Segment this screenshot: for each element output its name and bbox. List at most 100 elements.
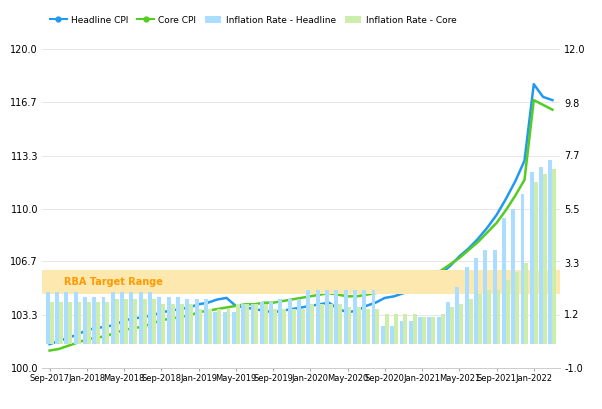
Bar bbox=[422, 317, 426, 344]
Bar bbox=[260, 302, 264, 344]
Bar bbox=[161, 304, 165, 344]
Bar bbox=[427, 317, 432, 344]
Bar bbox=[329, 304, 333, 344]
Bar bbox=[120, 292, 124, 344]
Bar bbox=[521, 194, 524, 344]
Bar bbox=[194, 299, 199, 344]
Bar bbox=[111, 292, 115, 344]
Bar bbox=[543, 174, 547, 344]
Bar bbox=[446, 302, 450, 344]
Bar bbox=[455, 287, 459, 344]
Bar bbox=[180, 304, 184, 344]
Bar bbox=[483, 250, 487, 344]
Bar bbox=[189, 304, 193, 344]
Bar bbox=[301, 309, 305, 344]
Bar bbox=[264, 304, 268, 344]
Text: RBA Target Range: RBA Target Range bbox=[64, 277, 163, 287]
Bar bbox=[105, 302, 110, 344]
Bar bbox=[199, 309, 202, 344]
Bar bbox=[241, 304, 245, 344]
Bar bbox=[292, 309, 296, 344]
Bar bbox=[334, 290, 338, 344]
Bar bbox=[102, 297, 105, 344]
Bar bbox=[385, 314, 389, 344]
Bar bbox=[511, 209, 515, 344]
Bar bbox=[139, 292, 143, 344]
Bar bbox=[46, 292, 49, 344]
Bar bbox=[413, 314, 417, 344]
Bar bbox=[459, 304, 463, 344]
Bar bbox=[157, 297, 161, 344]
Bar bbox=[273, 309, 277, 344]
Bar bbox=[92, 297, 96, 344]
Bar bbox=[59, 302, 63, 344]
Bar bbox=[143, 299, 147, 344]
Bar bbox=[353, 290, 357, 344]
Bar bbox=[306, 290, 310, 344]
Bar bbox=[42, 270, 560, 294]
Bar bbox=[515, 272, 519, 344]
Bar bbox=[418, 317, 422, 344]
Bar bbox=[465, 267, 468, 344]
Bar bbox=[478, 294, 482, 344]
Bar bbox=[347, 307, 352, 344]
Bar bbox=[129, 292, 134, 344]
Bar bbox=[96, 302, 100, 344]
Bar bbox=[344, 290, 347, 344]
Bar bbox=[236, 304, 240, 344]
Bar bbox=[371, 290, 376, 344]
Bar bbox=[167, 297, 170, 344]
Bar bbox=[288, 299, 292, 344]
Bar bbox=[315, 290, 320, 344]
Bar bbox=[506, 280, 510, 344]
Bar bbox=[250, 304, 255, 344]
Bar bbox=[49, 302, 54, 344]
Bar bbox=[232, 312, 236, 344]
Legend: Headline CPI, Core CPI, Inflation Rate - Headline, Inflation Rate - Core: Headline CPI, Core CPI, Inflation Rate -… bbox=[46, 12, 461, 28]
Bar bbox=[394, 314, 398, 344]
Bar bbox=[548, 160, 553, 344]
Bar bbox=[279, 299, 282, 344]
Bar bbox=[148, 292, 152, 344]
Bar bbox=[325, 290, 329, 344]
Bar bbox=[502, 218, 506, 344]
Bar bbox=[255, 304, 258, 344]
Bar bbox=[524, 263, 529, 344]
Bar bbox=[376, 309, 379, 344]
Bar bbox=[441, 314, 445, 344]
Bar bbox=[83, 297, 87, 344]
Bar bbox=[64, 292, 68, 344]
Bar bbox=[553, 169, 556, 344]
Bar bbox=[338, 304, 342, 344]
Bar bbox=[170, 304, 175, 344]
Bar bbox=[152, 299, 156, 344]
Bar bbox=[474, 258, 478, 344]
Bar bbox=[73, 292, 78, 344]
Bar bbox=[409, 321, 413, 344]
Bar bbox=[223, 312, 226, 344]
Bar bbox=[87, 302, 91, 344]
Bar bbox=[381, 326, 385, 344]
Bar bbox=[492, 250, 497, 344]
Bar bbox=[366, 309, 370, 344]
Bar bbox=[310, 304, 314, 344]
Bar bbox=[539, 167, 543, 344]
Bar bbox=[530, 172, 534, 344]
Bar bbox=[320, 304, 323, 344]
Bar bbox=[534, 182, 538, 344]
Bar bbox=[245, 304, 249, 344]
Bar bbox=[204, 299, 208, 344]
Bar bbox=[68, 302, 72, 344]
Bar bbox=[390, 326, 394, 344]
Bar bbox=[134, 299, 137, 344]
Bar bbox=[497, 290, 500, 344]
Bar bbox=[176, 297, 180, 344]
Bar bbox=[226, 309, 231, 344]
Bar bbox=[282, 309, 287, 344]
Bar bbox=[269, 302, 273, 344]
Bar bbox=[217, 309, 221, 344]
Bar bbox=[437, 317, 441, 344]
Bar bbox=[432, 317, 435, 344]
Bar bbox=[208, 309, 212, 344]
Bar bbox=[468, 299, 473, 344]
